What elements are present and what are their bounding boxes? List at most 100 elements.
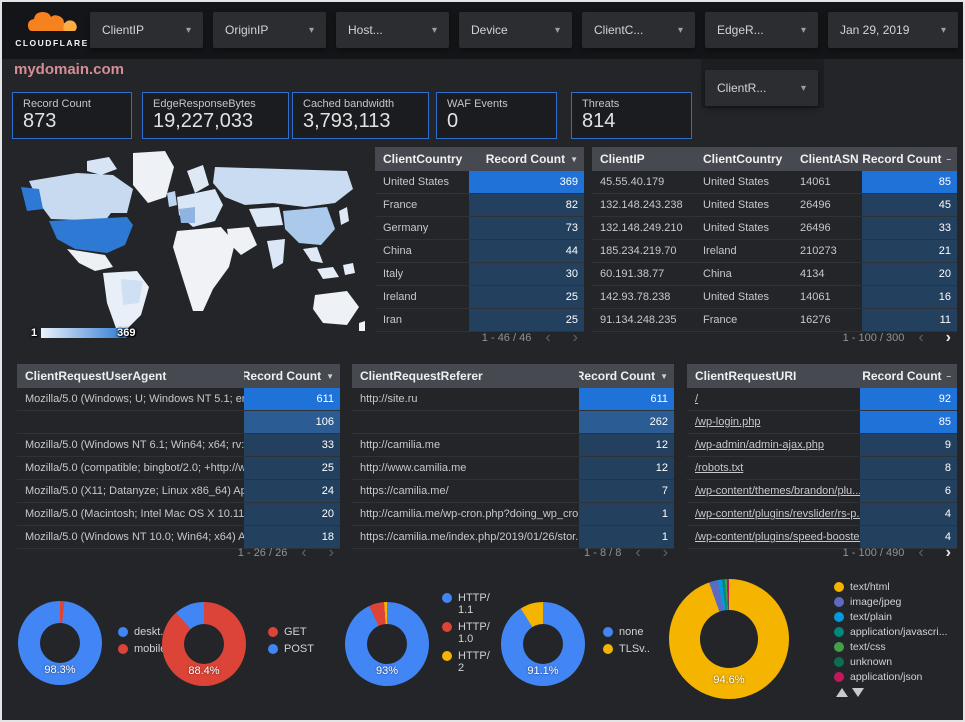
table-row[interactable]: /wp-content/plugins/revslider/rs-p... 4 [687, 503, 957, 526]
row-label[interactable]: /wp-content/themes/brandon/plu... [695, 485, 860, 497]
table-row[interactable]: France 82 [375, 194, 584, 217]
legend-item[interactable]: text/plain [834, 611, 947, 623]
table-row[interactable]: 185.234.219.70 Ireland 210273 21 [592, 240, 957, 263]
column-header[interactable]: Record Count ▼ [244, 369, 334, 383]
row-label[interactable]: / [695, 393, 699, 405]
device-type-donut[interactable]: 98.3% [18, 601, 102, 685]
legend-item[interactable]: mobile [118, 643, 169, 655]
table-row[interactable]: Ireland 25 [375, 286, 584, 309]
row-label[interactable]: /wp-content/plugins/speed-booste... [695, 531, 860, 543]
table-row[interactable]: 262 [352, 411, 674, 434]
tls-version-donut[interactable]: 91.1% [501, 602, 585, 686]
table-row[interactable]: Mozilla/5.0 (Windows; U; Windows NT 5.1;… [17, 388, 340, 411]
http-method-donut[interactable]: 88.4% [162, 602, 246, 686]
table-row[interactable]: /robots.txt 8 [687, 457, 957, 480]
table-row[interactable]: 132.148.249.210 United States 26496 33 [592, 217, 957, 240]
table-row[interactable]: Mozilla/5.0 (Windows NT 10.0; Win64; x64… [17, 526, 340, 549]
column-header[interactable]: ClientASN [800, 152, 859, 166]
http-protocol-donut[interactable]: 93% [345, 602, 429, 686]
table-row[interactable]: Mozilla/5.0 (compatible; bingbot/2.0; +h… [17, 457, 340, 480]
table-row[interactable]: http://camilia.me/wp-cron.php?doing_wp_c… [352, 503, 674, 526]
column-header[interactable]: ClientCountry [703, 152, 783, 166]
table-row[interactable]: Germany 73 [375, 217, 584, 240]
filter-chip-device[interactable]: Device ▾ [459, 12, 572, 48]
filter-chip-clientip[interactable]: ClientIP ▾ [90, 12, 203, 48]
table-row[interactable]: 132.148.243.238 United States 26496 45 [592, 194, 957, 217]
next-page-icon[interactable]: › [945, 329, 951, 346]
table-row[interactable]: Mozilla/5.0 (Macintosh; Intel Mac OS X 1… [17, 503, 340, 526]
next-page-icon[interactable]: › [572, 329, 578, 346]
legend-item[interactable]: text/html [834, 581, 947, 593]
column-header[interactable]: Record Count ▼ [485, 152, 578, 166]
table-row[interactable]: Italy 30 [375, 263, 584, 286]
legend-item[interactable]: application/json [834, 671, 947, 683]
prev-page-icon[interactable]: ‹ [635, 544, 641, 561]
filter-chip-originip[interactable]: OriginIP ▾ [213, 12, 326, 48]
filter-chip-edgeresponse[interactable]: EdgeR... ▾ [705, 12, 818, 48]
legend-item[interactable]: TLSv.. [603, 643, 650, 655]
table-row[interactable]: http://site.ru 611 [352, 388, 674, 411]
table-row[interactable]: /wp-content/plugins/speed-booste... 4 [687, 526, 957, 549]
legend-label: image/jpeg [850, 596, 902, 608]
row-label[interactable]: /wp-login.php [695, 416, 761, 428]
scroll-down-icon[interactable] [852, 688, 864, 697]
table-row[interactable]: Iran 25 [375, 309, 584, 332]
filter-chip-clientrequest[interactable]: ClientR... ▾ [705, 70, 818, 106]
legend-item[interactable]: image/jpeg [834, 596, 947, 608]
table-row[interactable]: 60.191.38.77 China 4134 20 [592, 263, 957, 286]
next-page-icon[interactable]: › [945, 544, 951, 561]
legend-item[interactable]: text/css [834, 641, 947, 653]
column-header[interactable]: ClientRequestReferer [360, 369, 483, 383]
scroll-up-icon[interactable] [836, 688, 848, 697]
legend-item[interactable]: none [603, 626, 650, 638]
legend-item[interactable]: GET [268, 626, 314, 638]
column-header[interactable]: ClientIP [600, 152, 645, 166]
next-page-icon[interactable]: › [328, 544, 334, 561]
table-row[interactable]: 91.134.248.235 France 16276 11 [592, 309, 957, 332]
legend-item[interactable]: deskt... [118, 626, 169, 638]
legend-item[interactable]: HTTP/1.1 [442, 592, 494, 616]
row-label[interactable]: /wp-admin/admin-ajax.php [695, 439, 825, 451]
column-header[interactable]: Record Count – [862, 369, 951, 383]
client-country-table: ClientCountry Record Count ▼ United States 3… [375, 147, 584, 347]
table-row[interactable]: 106 [17, 411, 340, 434]
geo-map-chart[interactable]: 1 369 [17, 147, 367, 347]
prev-page-icon[interactable]: ‹ [918, 544, 924, 561]
date-range-control[interactable]: Jan 29, 2019 ▾ [828, 12, 958, 48]
table-row[interactable]: /wp-content/themes/brandon/plu... 6 [687, 480, 957, 503]
content-type-donut[interactable]: 94.6% [669, 579, 789, 699]
filter-chip-host[interactable]: Host... ▾ [336, 12, 449, 48]
row-label[interactable]: /wp-content/plugins/revslider/rs-p... [695, 508, 860, 520]
table-row[interactable]: Mozilla/5.0 (X11; Datanyze; Linux x86_64… [17, 480, 340, 503]
table-row[interactable]: Mozilla/5.0 (Windows NT 6.1; Win64; x64;… [17, 434, 340, 457]
table-row[interactable]: https://camilia.me/index.php/2019/01/26/… [352, 526, 674, 549]
table-row[interactable]: http://camilia.me 12 [352, 434, 674, 457]
table-row[interactable]: https://camilia.me/7 [352, 480, 674, 503]
table-row[interactable]: 142.93.78.238 United States 14061 16 [592, 286, 957, 309]
donut-percent-label: 93% [375, 665, 399, 677]
legend-item[interactable]: application/javascri... [834, 626, 947, 638]
table-row[interactable]: United States 369 [375, 171, 584, 194]
column-header[interactable]: Record Count ▼ [579, 369, 668, 383]
column-header[interactable]: ClientRequestUserAgent [25, 369, 167, 383]
table-row[interactable]: / 92 [687, 388, 957, 411]
prev-page-icon[interactable]: ‹ [918, 329, 924, 346]
legend-dot-icon [442, 651, 452, 661]
row-label[interactable]: /robots.txt [695, 462, 744, 474]
prev-page-icon[interactable]: ‹ [301, 544, 307, 561]
legend-item[interactable]: POST [268, 643, 314, 655]
table-row[interactable]: 45.55.40.179 United States 14061 85 [592, 171, 957, 194]
column-header[interactable]: Record Count – [862, 152, 951, 166]
legend-item[interactable]: HTTP/2 [442, 650, 494, 674]
next-page-icon[interactable]: › [662, 544, 668, 561]
legend-item[interactable]: unknown [834, 656, 947, 668]
table-row[interactable]: /wp-admin/admin-ajax.php 9 [687, 434, 957, 457]
table-row[interactable]: http://www.camilia.me 12 [352, 457, 674, 480]
table-row[interactable]: /wp-login.php 85 [687, 411, 957, 434]
legend-item[interactable]: HTTP/1.0 [442, 621, 494, 645]
column-header[interactable]: ClientCountry [383, 152, 463, 166]
table-row[interactable]: China 44 [375, 240, 584, 263]
column-header[interactable]: ClientRequestURI [695, 369, 797, 383]
prev-page-icon[interactable]: ‹ [545, 329, 551, 346]
filter-chip-clientcountry[interactable]: ClientC... ▾ [582, 12, 695, 48]
